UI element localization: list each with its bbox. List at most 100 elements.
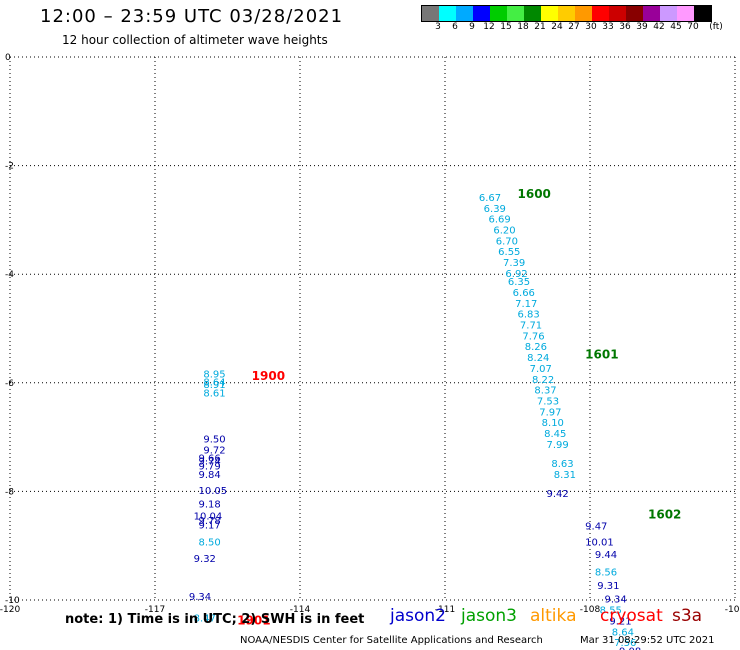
note-text: note: 1) Time is in UTC; 2) SWH is in fe…: [65, 612, 365, 627]
wave-height-point: 10.05: [199, 486, 228, 497]
y-tick-label: -8: [5, 487, 14, 497]
x-tick-label: -117: [145, 605, 165, 615]
wave-height-point: 8.95: [203, 369, 225, 380]
wave-height-point: 8.24: [527, 353, 549, 364]
color-scale-swatch: [575, 6, 592, 21]
wave-height-point: 8.26: [525, 342, 547, 353]
color-scale-label: 27: [568, 22, 580, 32]
wave-height-point: 8.45: [544, 429, 566, 440]
footer-timestamp: Mar 31 08:29:52 UTC 2021: [580, 635, 715, 646]
color-scale-label: 15: [500, 22, 512, 32]
wave-height-point: 7.56: [614, 638, 636, 649]
y-tick-label: -6: [5, 379, 14, 389]
wave-height-point: 9.79: [199, 462, 221, 473]
wave-height-point: 9.34: [605, 595, 627, 606]
wave-height-point: 6.39: [484, 204, 506, 215]
color-scale-swatch: [677, 6, 694, 21]
wave-height-point: 8.56: [595, 568, 617, 579]
color-scale-swatch: [626, 6, 643, 21]
color-scale-swatch: [660, 6, 677, 21]
x-tick-label: -120: [0, 605, 20, 615]
wave-height-point: 9.47: [585, 521, 607, 532]
color-scale-swatch: [456, 6, 473, 21]
color-scale-swatch: [592, 6, 609, 21]
wave-height-point: 9.50: [203, 435, 225, 446]
color-scale-swatch: [473, 6, 490, 21]
wave-height-point: 7.71: [520, 321, 542, 332]
wave-height-point: 6.92: [505, 269, 527, 280]
y-tick-label: -2: [5, 162, 14, 172]
color-scale-label: 42: [653, 22, 665, 32]
legend-s3a: s3a: [672, 606, 703, 626]
pass-time-label: 1900: [252, 369, 285, 383]
wave-height-point: 9.42: [547, 489, 569, 500]
wave-height-point: 6.67: [479, 193, 501, 204]
legend-altika: altika: [530, 606, 577, 626]
color-scale-swatch: [524, 6, 541, 21]
wave-height-point: 10.04: [194, 512, 223, 523]
wave-height-point: 10.01: [585, 538, 614, 549]
color-scale-label: 45: [670, 22, 682, 32]
wave-height-point: 6.69: [489, 215, 511, 226]
y-tick-label: -10: [5, 596, 20, 606]
color-scale-label: 18: [517, 22, 529, 32]
color-scale-swatch: [643, 6, 660, 21]
wave-height-point: 9.32: [194, 554, 216, 565]
wave-height-point: 7.39: [503, 258, 525, 269]
color-scale-bar: [421, 5, 712, 22]
color-scale-label: 21: [534, 22, 546, 32]
wave-height-point: 8.55: [600, 606, 622, 617]
wave-height-point: 6.66: [513, 288, 535, 299]
wave-height-point: 9.18: [199, 500, 221, 511]
color-scale-label: 70: [687, 22, 699, 32]
wave-height-point: 6.35: [508, 277, 530, 288]
wave-height-point: 7.97: [539, 407, 561, 418]
wave-height-point: 8.63: [551, 459, 573, 470]
wave-height-point: 8.22: [532, 375, 554, 386]
wave-height-point: 7.76: [522, 331, 544, 342]
wave-height-point: 9.34: [189, 592, 211, 603]
wave-height-point: 8.31: [554, 470, 576, 481]
color-scale-swatch: [694, 6, 711, 21]
wave-height-point: 8.61: [203, 388, 225, 399]
wave-height-point: 6.70: [496, 236, 518, 247]
pass-time-label: 1600: [518, 187, 551, 201]
chart-subtitle: 12 hour collection of altimeter wave hei…: [62, 33, 328, 47]
wave-height-point: 6.83: [518, 310, 540, 321]
pass-time-label: 1601: [585, 347, 618, 361]
color-scale-label: 24: [551, 22, 563, 32]
x-tick-label: -114: [290, 605, 311, 615]
wave-height-point: 8.64: [612, 627, 634, 638]
wave-height-point: 8.50: [199, 538, 221, 549]
wave-height-point: 7.17: [515, 299, 537, 310]
wave-height-point: 9.21: [609, 616, 631, 627]
x-tick-label: -108: [580, 605, 601, 615]
y-tick-label: -4: [5, 270, 14, 280]
color-scale-swatch: [490, 6, 507, 21]
color-scale-swatch: [439, 6, 456, 21]
color-scale-swatch: [422, 6, 439, 21]
legend-jason3: jason3: [461, 606, 517, 626]
pass-time-label: 1602: [648, 508, 681, 522]
wave-height-point: 7.99: [547, 440, 569, 451]
color-scale-label: 39: [636, 22, 648, 32]
wave-height-point: 8.37: [534, 386, 556, 397]
wave-height-point: 9.66: [199, 454, 221, 465]
wave-height-point: 9.17: [199, 520, 221, 531]
wave-height-point: 9.08: [619, 646, 641, 650]
x-tick-label: -105: [725, 605, 740, 615]
color-scale-swatch: [541, 6, 558, 21]
color-scale-swatch: [507, 6, 524, 21]
pass-time-label: 1901: [237, 613, 270, 627]
wave-height-point: 8.47: [194, 614, 216, 625]
wave-height-point: 9.78: [199, 516, 221, 527]
wave-height-point: 8.10: [542, 418, 564, 429]
color-scale-label: 6: [452, 22, 458, 32]
x-tick-label: -111: [435, 605, 455, 615]
wave-height-point: 9.84: [199, 470, 221, 481]
wave-height-point: 7.07: [530, 364, 552, 375]
legend-cryosat: cryosat: [600, 606, 663, 626]
wave-height-point: 9.74: [199, 456, 221, 467]
wave-height-point: 7.53: [537, 397, 559, 408]
